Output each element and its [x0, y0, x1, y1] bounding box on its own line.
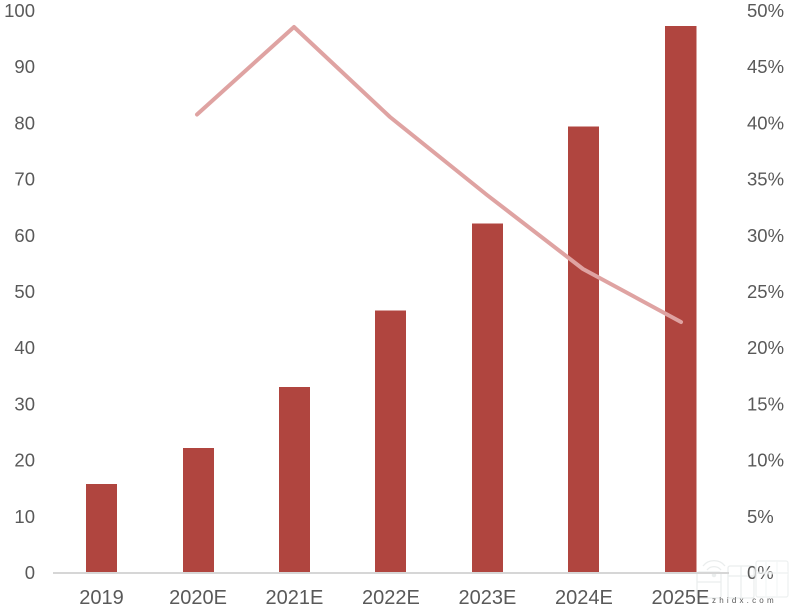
svg-text:5%: 5%: [747, 506, 774, 527]
svg-text:10: 10: [14, 506, 35, 527]
svg-text:25%: 25%: [747, 281, 784, 302]
svg-text:2019: 2019: [79, 587, 124, 609]
svg-text:2020E: 2020E: [169, 587, 227, 609]
svg-text:2023E: 2023E: [458, 587, 516, 609]
svg-text:70: 70: [14, 169, 35, 190]
svg-text:2022E: 2022E: [362, 587, 420, 609]
svg-text:60: 60: [14, 225, 35, 246]
svg-text:20: 20: [14, 450, 35, 471]
svg-text:10%: 10%: [747, 450, 784, 471]
svg-text:zhidx.com: zhidx.com: [712, 596, 777, 605]
svg-text:15%: 15%: [747, 393, 784, 414]
svg-text:40%: 40%: [747, 112, 784, 133]
svg-text:2021E: 2021E: [265, 587, 323, 609]
svg-text:30: 30: [14, 393, 35, 414]
svg-text:90: 90: [14, 56, 35, 77]
svg-text:2025E: 2025E: [651, 587, 709, 609]
svg-text:45%: 45%: [747, 56, 784, 77]
svg-text:20%: 20%: [747, 337, 784, 358]
svg-text:0: 0: [25, 562, 35, 583]
svg-text:100: 100: [4, 0, 35, 21]
svg-text:40: 40: [14, 337, 35, 358]
svg-text:35%: 35%: [747, 169, 784, 190]
svg-text:2024E: 2024E: [555, 587, 613, 609]
svg-text:50: 50: [14, 281, 35, 302]
svg-text:30%: 30%: [747, 225, 784, 246]
svg-text:80: 80: [14, 112, 35, 133]
svg-text:50%: 50%: [747, 0, 784, 21]
